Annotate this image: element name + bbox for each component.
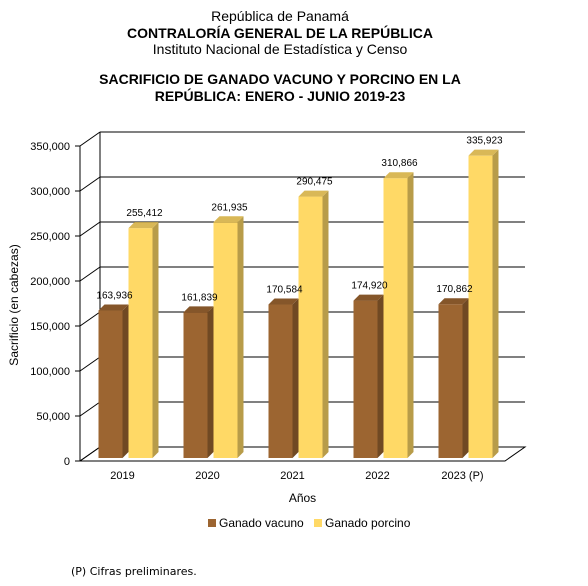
bar-side — [207, 306, 214, 458]
axis-layer: 0 50,000 100,000 150,000 200,000 250,000 300,0… — [7, 141, 484, 505]
x-tick-label: 2023 (P) — [441, 470, 483, 482]
gridline-side — [79, 176, 101, 192]
legend-label: Ganado vacuno — [219, 516, 304, 530]
bar-top — [268, 298, 299, 305]
bar-top — [383, 172, 414, 179]
y-tick-label: 150,000 — [30, 321, 70, 333]
data-label: 170,862 — [436, 284, 473, 295]
data-label: 310,866 — [381, 158, 418, 169]
y-tick-label: 50,000 — [36, 411, 70, 423]
floor — [78, 446, 527, 462]
labels-layer: 163,936 255,412 161,839 261,935 170,584 290,4… — [96, 136, 503, 304]
header-country: República de Panamá — [211, 8, 349, 24]
data-label: 163,936 — [96, 290, 133, 301]
bar-top — [298, 190, 329, 197]
legend: Ganado vacuno Ganado porcino — [208, 516, 411, 530]
bar-vacuno — [183, 312, 208, 458]
x-axis-title: Años — [289, 491, 316, 505]
gridline-side — [79, 311, 101, 327]
data-label: 290,475 — [296, 177, 333, 188]
bar-vacuno — [268, 304, 293, 458]
bar-side — [407, 172, 414, 459]
bar-top — [128, 222, 159, 229]
bar-side — [152, 222, 159, 458]
gridline-side — [79, 266, 101, 282]
y-tick-label: 300,000 — [30, 186, 70, 198]
data-label: 161,839 — [181, 292, 218, 303]
bar-top — [183, 306, 214, 313]
bar-top — [353, 294, 384, 301]
chart-title-line-2: REPÚBLICA: ENERO - JUNIO 2019-23 — [154, 88, 406, 104]
bar-vacuno — [353, 300, 378, 458]
bar-porcino — [468, 155, 493, 458]
data-label: 170,584 — [266, 284, 303, 295]
y-tick-label: 200,000 — [30, 276, 70, 288]
header-institution: CONTRALORÍA GENERAL DE LA REPÚBLICA — [127, 25, 433, 41]
bar-top — [213, 216, 244, 223]
bar-side — [492, 149, 499, 458]
bar-side — [292, 298, 299, 458]
chart-title-line-1: SACRIFICIO DE GANADO VACUNO Y PORCINO EN… — [99, 71, 461, 87]
bar-top — [438, 298, 469, 305]
bar-top — [98, 304, 129, 311]
bar-side — [377, 294, 384, 458]
bars-layer — [98, 149, 499, 459]
gridline-side — [79, 131, 101, 147]
data-label: 261,935 — [211, 202, 248, 213]
bar-porcino — [128, 228, 153, 458]
y-tick-label: 100,000 — [30, 366, 70, 378]
gridline-side — [79, 401, 101, 417]
x-tick-label: 2022 — [365, 470, 389, 482]
data-label: 174,920 — [351, 281, 388, 292]
bar-side — [322, 190, 329, 458]
y-tick-label: 0 — [64, 456, 70, 468]
legend-swatch-vacuno — [208, 519, 216, 527]
bar-porcino — [298, 196, 323, 458]
bar-vacuno — [438, 304, 463, 458]
bar-side — [122, 304, 129, 458]
x-tick-label: 2020 — [195, 470, 219, 482]
gridline-side — [79, 356, 101, 372]
legend-swatch-porcino — [314, 519, 322, 527]
bar-side — [237, 216, 244, 458]
bar-top — [468, 149, 499, 156]
bar-vacuno — [98, 310, 123, 458]
gridline-side — [79, 221, 101, 237]
bar-porcino — [213, 222, 238, 458]
x-tick-label: 2019 — [110, 470, 134, 482]
header-institute: Instituto Nacional de Estadística y Cens… — [152, 41, 408, 57]
data-label: 255,412 — [126, 208, 163, 219]
footnote: (P) Cifras preliminares. — [71, 565, 197, 578]
y-tick-label: 250,000 — [30, 231, 70, 243]
y-tick-label: 350,000 — [30, 141, 70, 153]
legend-label: Ganado porcino — [325, 516, 411, 530]
bar-side — [462, 298, 469, 458]
data-label: 335,923 — [466, 136, 503, 147]
bar-porcino — [383, 178, 408, 459]
y-axis-title: Sacrificio (en cabezas) — [7, 244, 21, 365]
x-tick-label: 2021 — [280, 470, 304, 482]
